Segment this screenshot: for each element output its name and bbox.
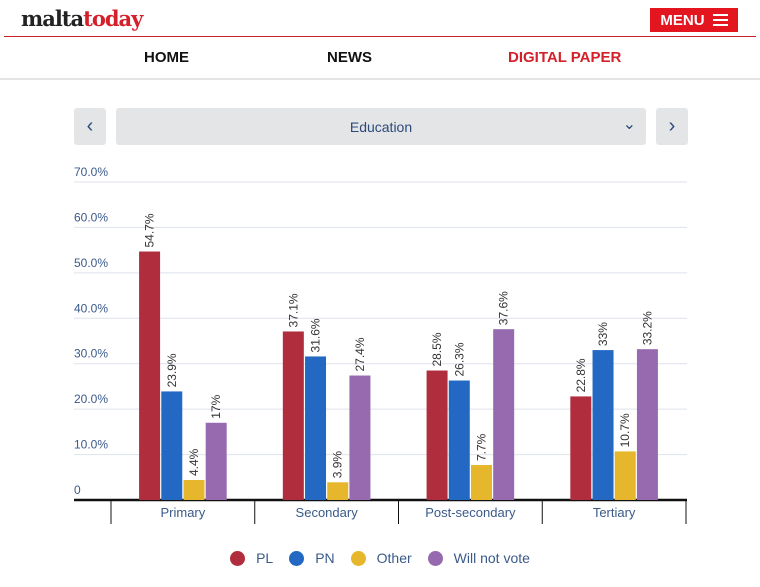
header-divider — [4, 36, 756, 37]
data-label: 37.1% — [286, 293, 300, 327]
data-label: 28.5% — [430, 332, 444, 366]
y-tick-label: 10.0% — [74, 438, 108, 452]
menu-label: MENU — [660, 11, 705, 29]
bar-pl — [139, 251, 161, 500]
legend-dot-icon — [289, 550, 305, 566]
data-label: 33.2% — [640, 311, 654, 345]
legend-label: Other — [376, 550, 412, 566]
data-label: 17% — [209, 394, 223, 418]
data-label: 27.4% — [353, 337, 367, 371]
bar-will-not-vote — [205, 422, 227, 500]
y-tick-label: 20.0% — [74, 392, 108, 406]
bar-other — [327, 482, 349, 500]
data-label: 33% — [596, 322, 610, 346]
hamburger-icon — [712, 14, 728, 26]
data-label: 4.4% — [187, 448, 201, 476]
logo-text-today: today — [83, 6, 143, 31]
bar-will-not-vote — [493, 329, 515, 500]
bar-pl — [426, 370, 448, 500]
chevron-left-icon: ‹ — [86, 115, 94, 137]
chart-legend: PL PN Other Will not vote — [0, 550, 760, 566]
data-label: 3.9% — [331, 451, 345, 479]
bar-will-not-vote — [349, 375, 371, 500]
legend-item[interactable]: PL — [230, 550, 273, 566]
data-label: 7.7% — [474, 433, 488, 461]
nav-news[interactable]: NEWS — [327, 49, 372, 66]
y-tick-label: 30.0% — [74, 347, 108, 361]
data-label: 22.8% — [574, 358, 588, 392]
data-label: 54.7% — [143, 213, 157, 247]
bar-pl — [570, 396, 592, 500]
bar-pn — [305, 356, 327, 500]
bar-pl — [282, 331, 304, 500]
legend-item[interactable]: Will not vote — [427, 550, 530, 566]
legend-item[interactable]: Other — [350, 550, 412, 566]
legend-label: PL — [256, 550, 274, 566]
x-tick-label: Primary — [160, 505, 205, 520]
x-tick-label: Post-secondary — [425, 505, 516, 520]
next-button[interactable]: › — [656, 108, 688, 145]
data-label: 10.7% — [618, 413, 632, 447]
bar-other — [470, 465, 492, 500]
legend-dot-icon — [230, 550, 246, 566]
bar-will-not-vote — [636, 349, 658, 500]
legend-dot-icon — [427, 550, 443, 566]
x-tick-label: Tertiary — [593, 505, 636, 520]
legend-dot-icon — [350, 550, 366, 566]
y-tick-label: 70.0% — [74, 165, 108, 179]
bar-pn — [592, 350, 614, 500]
prev-button[interactable]: ‹ — [74, 108, 106, 145]
category-select-value: Education — [349, 118, 413, 135]
site-header: maltatoday MENU — [0, 0, 760, 37]
y-tick-label: 60.0% — [74, 210, 108, 224]
data-label: 31.6% — [309, 318, 323, 352]
main-nav: HOME NEWS DIGITAL PAPER — [0, 37, 760, 80]
y-tick-label: 40.0% — [74, 301, 108, 315]
bar-pn — [161, 391, 183, 500]
nav-digital-paper[interactable]: DIGITAL PAPER — [508, 49, 622, 66]
y-tick-label: 0 — [74, 483, 81, 497]
data-label: 37.6% — [497, 291, 511, 325]
logo[interactable]: maltatoday — [21, 6, 143, 31]
legend-label: PN — [315, 550, 335, 566]
logo-text-malta: malta — [21, 6, 84, 31]
bar-other — [614, 451, 636, 500]
chevron-right-icon: › — [668, 115, 676, 137]
category-select[interactable]: Education ⌄ — [116, 108, 646, 145]
nav-home[interactable]: HOME — [144, 49, 189, 66]
data-label: 26.3% — [452, 342, 466, 376]
bar-other — [183, 480, 205, 500]
legend-label: Will not vote — [453, 550, 530, 566]
y-tick-label: 50.0% — [74, 256, 108, 270]
menu-button[interactable]: MENU — [650, 8, 738, 32]
data-label: 23.9% — [165, 353, 179, 387]
bar-pn — [448, 380, 470, 500]
legend-item[interactable]: PN — [289, 550, 335, 566]
chevron-down-icon: ⌄ — [622, 116, 636, 133]
x-tick-label: Secondary — [296, 505, 359, 520]
